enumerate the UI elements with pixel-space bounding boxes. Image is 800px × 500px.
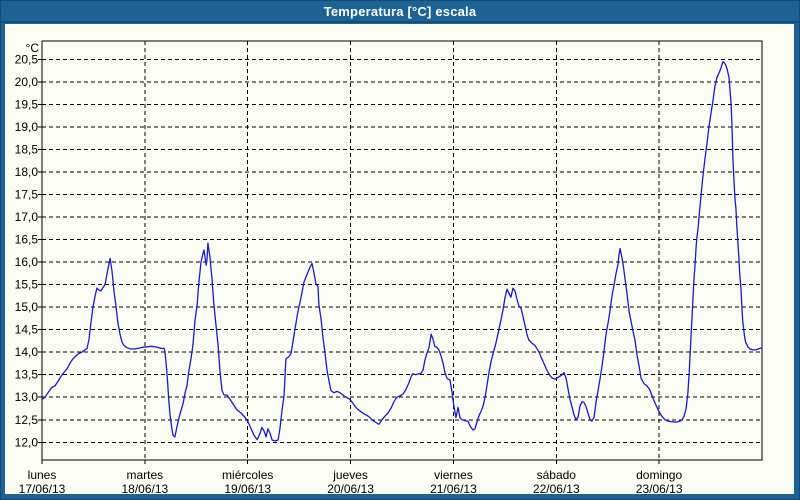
window-titlebar[interactable]: Temperatura [°C] escala [1, 1, 799, 23]
window-title: Temperatura [°C] escala [323, 3, 477, 19]
chart-area [5, 24, 794, 494]
